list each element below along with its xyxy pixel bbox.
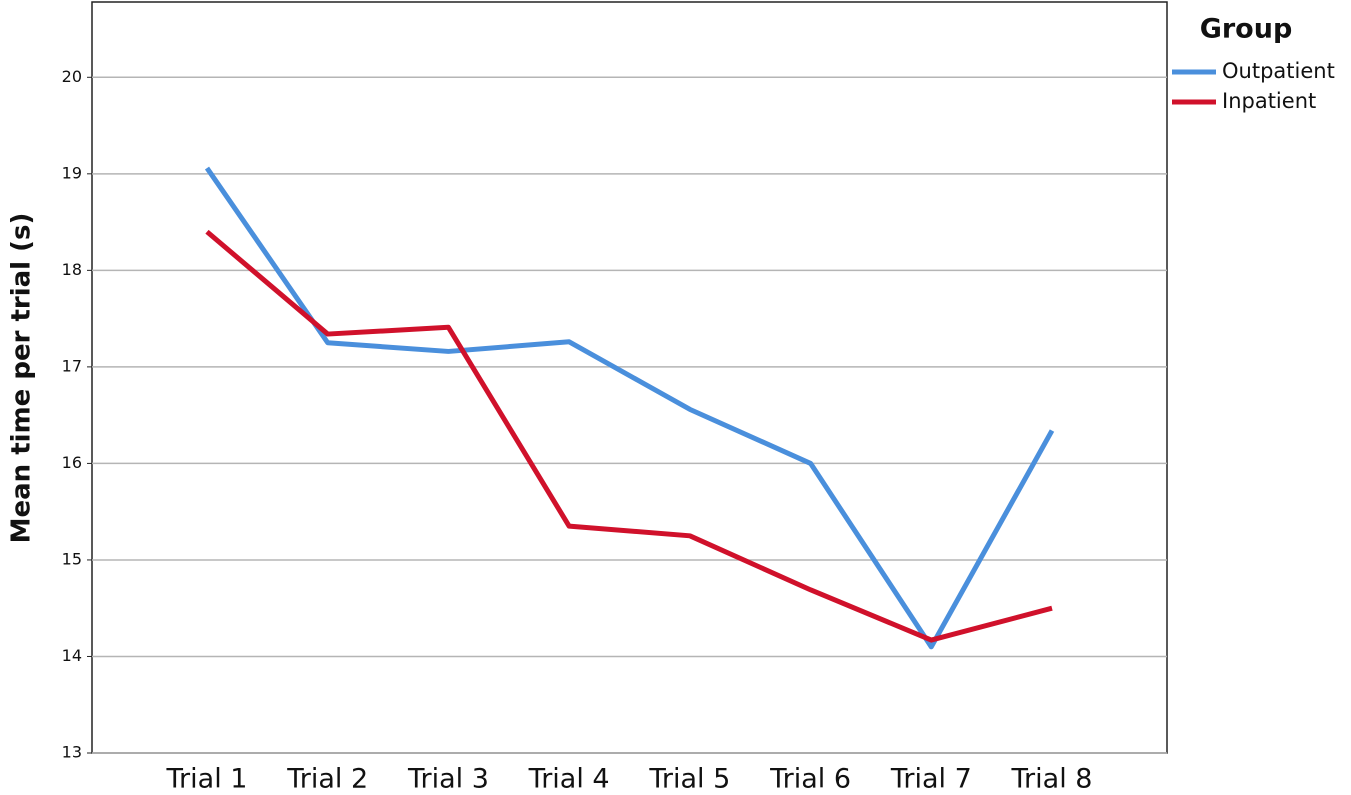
x-tick-label: Trial 3 [407, 764, 489, 795]
x-tick-label: Trial 8 [1011, 764, 1093, 795]
y-axis-label: Mean time per trial (s) [7, 213, 37, 544]
y-tick-label: 13 [62, 743, 82, 762]
y-tick-label: 15 [62, 549, 82, 568]
x-tick-label: Trial 4 [528, 764, 610, 795]
series-line [204, 166, 1055, 650]
series-line [205, 229, 1053, 643]
x-tick-label: Trial 1 [166, 764, 248, 795]
y-tick-label: 20 [62, 67, 82, 86]
y-tick-label: 16 [62, 453, 82, 472]
x-tick-label: Trial 5 [648, 764, 730, 795]
y-tick-label: 18 [62, 260, 82, 279]
y-tick-label: 19 [62, 163, 82, 182]
x-tick-label: Trial 2 [286, 764, 368, 795]
x-tick-label: Trial 6 [769, 764, 851, 795]
y-tick-label: 14 [62, 646, 82, 665]
y-tick-label: 17 [62, 356, 82, 375]
legend-label: Outpatient [1222, 59, 1335, 83]
x-tick-label: Trial 7 [890, 764, 972, 795]
legend-label: Inpatient [1222, 89, 1316, 113]
legend-title: Group [1200, 14, 1293, 45]
